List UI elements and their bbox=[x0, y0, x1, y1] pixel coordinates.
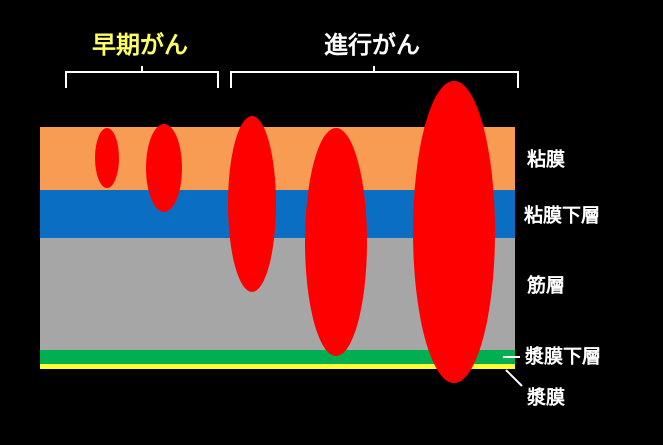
layer-label: 漿膜 bbox=[526, 386, 565, 409]
tumor bbox=[413, 81, 495, 383]
tumor bbox=[228, 116, 276, 292]
layer-label: 粘膜 bbox=[527, 148, 565, 171]
early-cancer-heading: 早期がん bbox=[92, 31, 188, 59]
subserosa-layer bbox=[40, 350, 515, 364]
leader-line bbox=[505, 369, 523, 387]
serosa-layer bbox=[40, 364, 515, 369]
tumor bbox=[305, 128, 367, 356]
layer-label: 漿膜下層 bbox=[524, 345, 601, 368]
tumor bbox=[146, 124, 182, 212]
tumor bbox=[95, 128, 119, 188]
layer-label: 粘膜下層 bbox=[524, 204, 600, 227]
advanced-bracket bbox=[230, 66, 519, 88]
advanced-cancer-heading: 進行がん bbox=[324, 31, 420, 59]
early-bracket bbox=[65, 66, 219, 88]
layer-label: 筋層 bbox=[527, 274, 565, 297]
